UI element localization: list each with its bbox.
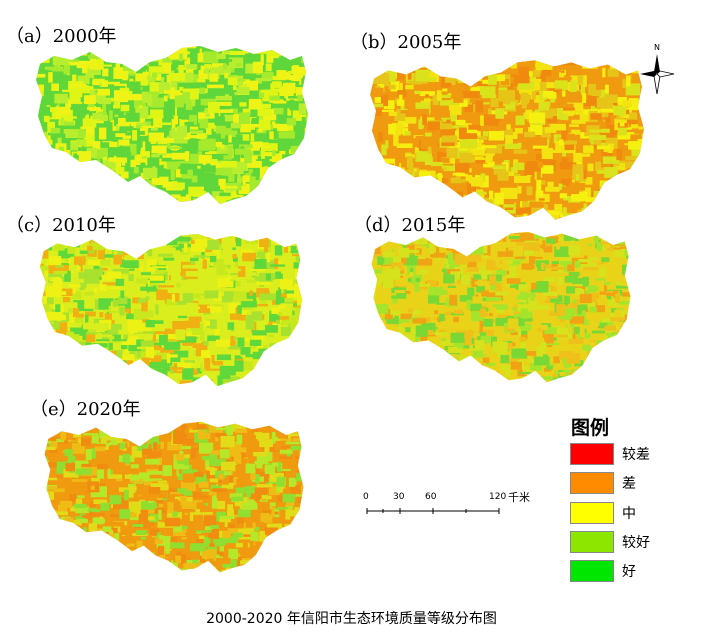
legend-swatch bbox=[570, 531, 614, 553]
legend-label: 较好 bbox=[622, 535, 650, 551]
scale-bar-graphic bbox=[366, 508, 500, 514]
panel-label-b: （b）2005年 bbox=[350, 32, 462, 53]
legend-label: 好 bbox=[622, 564, 636, 580]
legend-label: 较差 bbox=[622, 447, 650, 463]
legend-label: 差 bbox=[622, 476, 636, 492]
map-2015 bbox=[371, 231, 631, 383]
scale-tick-60: 60 bbox=[425, 492, 437, 502]
scale-tick-0: 0 bbox=[363, 492, 369, 502]
legend-label: 中 bbox=[622, 506, 636, 522]
map-2005 bbox=[370, 60, 644, 220]
figure-caption: 2000-2020 年信阳市生态环境质量等级分布图 bbox=[206, 611, 497, 627]
legend-swatch bbox=[570, 443, 614, 465]
panel-label-a: （a）2000年 bbox=[6, 26, 117, 47]
legend-swatch bbox=[570, 502, 614, 524]
map-2020 bbox=[44, 421, 304, 573]
legend-swatch bbox=[570, 472, 614, 494]
panel-label-e: （e）2020年 bbox=[30, 399, 141, 420]
panel-label-c: （c）2010年 bbox=[6, 215, 116, 236]
scale-tick-30: 30 bbox=[393, 492, 405, 502]
legend-title: 图例 bbox=[571, 417, 610, 439]
scale-tick-120: 120 bbox=[489, 492, 507, 502]
map-2010 bbox=[39, 233, 303, 387]
scale-bar: 0 30 60 120 千米 bbox=[362, 488, 542, 518]
north-label: N bbox=[654, 43, 660, 52]
north-arrow-icon: N bbox=[640, 43, 675, 95]
legend-swatch bbox=[570, 560, 614, 582]
map-2000 bbox=[36, 46, 308, 204]
panel-label-d: （d）2015年 bbox=[354, 215, 466, 236]
scale-unit: 千米 bbox=[508, 491, 530, 504]
